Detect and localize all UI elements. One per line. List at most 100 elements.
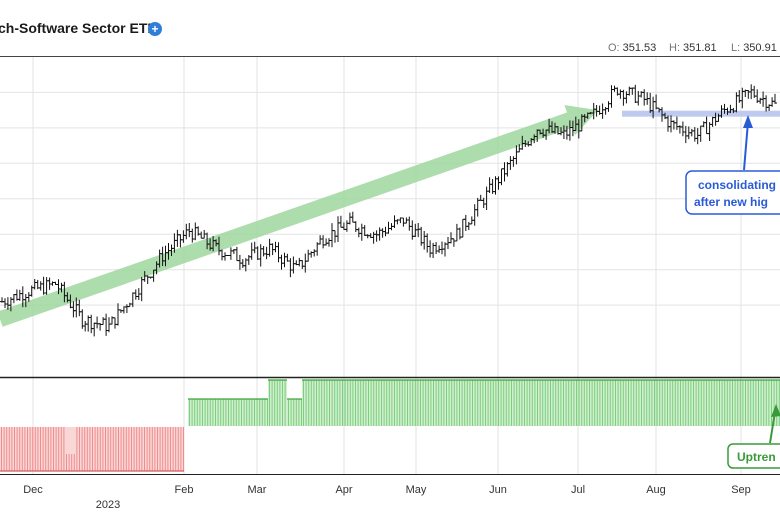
- consolidation-pointer-line: [743, 121, 749, 171]
- indicator-segment-down: [0, 427, 184, 472]
- ohlc-bar: [392, 215, 397, 228]
- ohlc-bar: [761, 91, 766, 107]
- ohlc-bar: [434, 242, 439, 254]
- ohlc-bar: [457, 227, 462, 240]
- x-axis: Dec Feb Mar Apr May Jun Jul Aug Sep 2023: [23, 484, 751, 511]
- ohlc-bar: [749, 84, 754, 100]
- ohlc-bar: [267, 238, 272, 257]
- ohlc-bars: [0, 84, 777, 337]
- ohlc-bar: [255, 246, 260, 260]
- ohlc-bar: [318, 235, 323, 245]
- ohlc-bar: [454, 223, 459, 242]
- ohlc-bar: [636, 91, 641, 106]
- ohlc-bar: [347, 212, 352, 225]
- x-tick-label-jul: Jul: [571, 484, 585, 496]
- ohlc-bar: [276, 242, 281, 263]
- ohlc-bar: [139, 277, 144, 302]
- ohlc-bar: [701, 121, 706, 128]
- ohlc-bar: [83, 321, 88, 332]
- x-tick-label-aug: Aug: [646, 484, 666, 496]
- ohlc-bar: [680, 121, 685, 137]
- ohlc-bar: [237, 254, 242, 270]
- ohlc-bar: [44, 277, 49, 295]
- ohlc-bar: [252, 241, 257, 254]
- ohlc-bar: [321, 235, 326, 249]
- ohlc-bar: [291, 256, 296, 274]
- low-value: 350.91: [743, 42, 777, 54]
- plus-circle-icon[interactable]: +: [148, 22, 162, 36]
- ohlc-bar: [499, 168, 504, 186]
- ohlc-bar: [113, 317, 117, 329]
- ohlc-bar: [95, 316, 100, 329]
- ohlc-bar: [371, 231, 376, 244]
- ohlc-bar: [190, 228, 195, 243]
- ohlc-bar: [145, 275, 150, 284]
- ohlc-bar: [764, 95, 769, 112]
- ohlc-bar: [425, 233, 430, 253]
- ohlc-bar: [413, 223, 418, 237]
- ohlc-bar: [223, 252, 227, 261]
- resistance-band: [622, 110, 780, 117]
- ohlc-bar: [481, 197, 486, 208]
- ohlc-bar: [407, 216, 412, 231]
- ohlc-bar: [692, 127, 697, 142]
- ohlc-bar: [606, 101, 611, 112]
- x-tick-label-mar: Mar: [248, 484, 267, 496]
- ohlc-bar: [312, 249, 317, 257]
- uptrend-pointer-arrowhead: [771, 404, 780, 417]
- ohlc-bar: [41, 276, 46, 295]
- ohlc-bar: [282, 252, 287, 268]
- ohlc-bar: [300, 260, 305, 269]
- ohlc-bar: [77, 299, 82, 317]
- chart-title: ch-Software Sector ETF: [0, 20, 156, 36]
- ohlc-bar: [416, 223, 421, 238]
- ohlc-bar: [350, 211, 355, 223]
- ohlc-bar: [107, 317, 111, 333]
- uptrend-callout-box: [727, 443, 780, 469]
- ohlc-bar: [297, 257, 302, 267]
- ohlc-bar: [666, 115, 670, 132]
- ohlc-bar: [228, 247, 233, 260]
- ohlc-bar: [249, 242, 254, 260]
- ohlc-bar: [288, 258, 293, 278]
- ohlc-bar: [689, 128, 694, 137]
- ohlc-bar: [330, 223, 334, 248]
- consolidation-pointer-arrowhead: [743, 115, 753, 128]
- ohlc-bar: [38, 281, 43, 291]
- ohlc-bar: [609, 85, 614, 108]
- indicator-segment-up: [302, 379, 780, 426]
- ohlc-bar: [3, 298, 7, 308]
- ohlc-bar: [669, 115, 673, 133]
- ohlc-bar: [451, 238, 456, 247]
- open-label: O:: [608, 42, 620, 54]
- ohlc-bar: [104, 313, 109, 336]
- ohlc-bar: [279, 254, 284, 270]
- x-tick-label-jun: Jun: [489, 484, 507, 496]
- ohlc-bar: [472, 204, 477, 226]
- ohlc-bar: [341, 222, 346, 230]
- ohlc-bar: [487, 177, 492, 193]
- ohlc-bar: [514, 145, 519, 165]
- ohlc-bar: [758, 97, 763, 104]
- uptrend-pointer-line: [769, 411, 776, 444]
- ohlc-bar: [234, 246, 239, 262]
- ohlc-bar: [624, 91, 629, 104]
- x-tick-label-dec: Dec: [23, 484, 43, 496]
- ohlc-bar: [710, 116, 715, 127]
- ohlc-bar: [116, 303, 120, 326]
- trend-arrow: [0, 105, 598, 327]
- x-tick-label-apr: Apr: [335, 484, 352, 496]
- ohlc-bar: [101, 317, 106, 325]
- ohlc-bar: [642, 89, 647, 106]
- ohlc-bar: [11, 294, 16, 304]
- ohlc-bar: [220, 249, 224, 261]
- ohlc-bar: [261, 246, 266, 257]
- ohlc-bar: [324, 238, 329, 246]
- ohlc-bar: [380, 228, 385, 238]
- ohlc-bar: [365, 234, 370, 239]
- ohlc-bar: [353, 221, 358, 233]
- ohlc-bar: [181, 230, 186, 243]
- ohlc-bar: [264, 246, 269, 260]
